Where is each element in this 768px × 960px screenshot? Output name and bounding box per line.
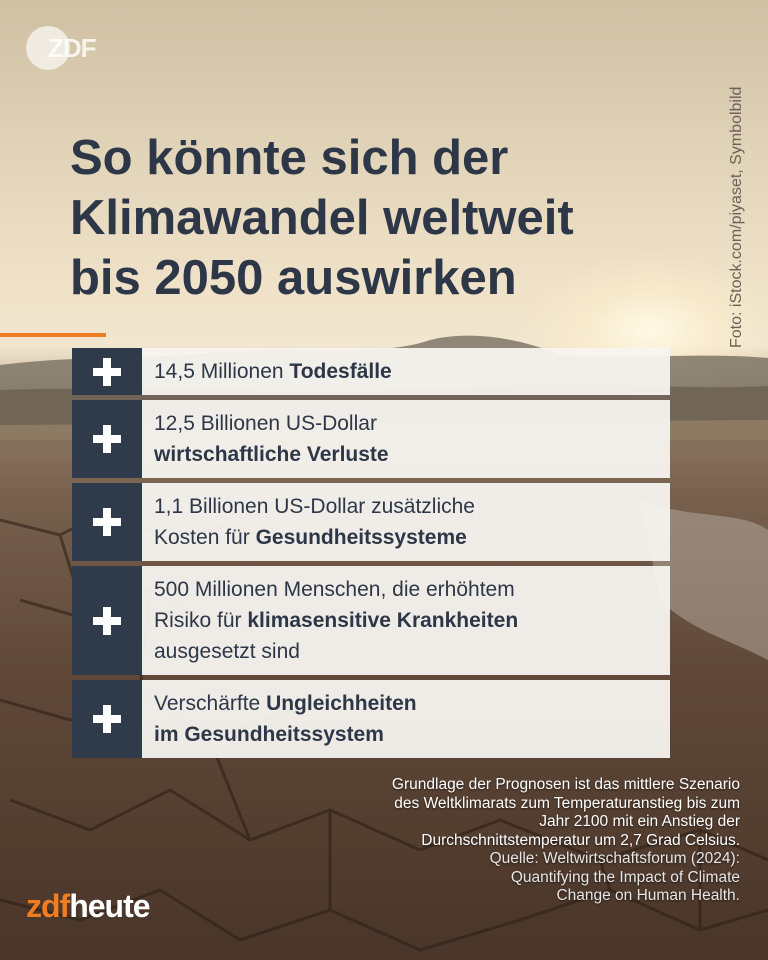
zdfheute-logo: zdfheute [26,888,151,925]
footnote-line: des Weltklimarats zum Temperaturanstieg … [394,794,740,812]
impact-item-text: 500 Millionen Menschen, die erhöhtem Risi… [142,566,528,675]
impact-item-text: 14,5 Millionen Todesfälle [142,348,402,395]
impact-item-line: 1,1 Billionen US-Dollar zusätzliche [154,491,475,522]
impact-item-bold-text: Ungleichheiten [266,692,417,715]
photo-credit: Foto: iStock.com/piyaset, Symbolbild [726,28,746,348]
impact-item-line: wirtschaftliche Verluste [154,439,389,470]
plus-icon [93,606,121,635]
impact-item-bold-text: wirtschaftliche Verluste [154,443,389,466]
impact-item-bold-text: im Gesundheitssystem [154,723,384,746]
impact-item-line: 14,5 Millionen Todesfälle [154,356,392,387]
impact-item-line: 12,5 Billionen US-Dollar [154,408,389,439]
footnote-source-line: Quelle: Weltwirtschaftsforum (2024): [489,850,740,867]
impact-item-line: im Gesundheitssystem [154,719,417,750]
impact-list: 14,5 Millionen Todesfälle 12,5 Billionen … [72,348,670,763]
footnote-line: Durchschnittstemperatur um 2,7 Grad Cels… [421,831,740,849]
plus-icon [93,357,121,386]
impact-item: 12,5 Billionen US-Dollar wirtschaftliche … [72,400,670,478]
impact-item-bold-text: klimasensitive Krankheiten [247,609,519,632]
impact-item-text: 1,1 Billionen US-Dollar zusätzliche Koste… [142,483,485,561]
impact-item-text: Verschärfte Ungleichheiten im Gesundheits… [142,680,427,758]
title-line-2: Klimawandel weltweit [70,191,574,245]
impact-item-plain-text: ausgesetzt sind [154,640,300,663]
orange-accent-rule [0,333,106,337]
impact-item-line: 500 Millionen Menschen, die erhöhtem [154,574,518,605]
photo-credit-text: Foto: iStock.com/piyaset, Symbolbild [728,86,745,348]
zdf-corner-logo-text: ZDF [48,33,97,63]
impact-item-plain-text: Kosten für [154,526,256,549]
impact-item: Verschärfte Ungleichheiten im Gesundheits… [72,680,670,758]
impact-item-plain-text: 14,5 Millionen [154,360,290,383]
title-line-1: So könnte sich der [70,131,509,185]
impact-item-plain-text: 500 Millionen Menschen, die erhöhtem [154,578,515,601]
impact-item-bold-text: Todesfälle [289,360,392,383]
footnote-source-line: Quantifying the Impact of Climate [510,868,740,886]
impact-item-line: Verschärfte Ungleichheiten [154,688,417,719]
plus-icon-box [72,566,142,675]
impact-item-text: 12,5 Billionen US-Dollar wirtschaftliche … [142,400,399,478]
footnote-source: Quelle: Weltwirtschaftsforum (2024): Quan… [300,850,740,906]
footnote-text: Grundlage der Prognosen ist das mittlere… [300,776,740,850]
impact-item-plain-text: 12,5 Billionen US-Dollar [154,412,377,435]
plus-icon-box [72,680,142,758]
impact-item-plain-text: Risiko für [154,609,248,632]
logo-zdf: zdf [26,888,70,924]
footnote: Grundlage der Prognosen ist das mittlere… [300,776,740,906]
plus-icon-box [72,400,142,478]
logo-heute: heute [69,888,150,924]
impact-item-line: Risiko für klimasensitive Krankheiten [154,605,518,636]
impact-item-bold-text: Gesundheitssysteme [255,526,467,549]
impact-item-line: ausgesetzt sind [154,636,518,667]
footnote-line: Grundlage der Prognosen ist das mittlere… [391,776,740,793]
impact-item: 14,5 Millionen Todesfälle [72,348,670,395]
impact-item: 500 Millionen Menschen, die erhöhtem Risi… [72,566,670,675]
impact-item-plain-text: Verschärfte [154,692,267,715]
footnote-source-line: Change on Human Health. [556,887,740,904]
impact-item-plain-text: 1,1 Billionen US-Dollar zusätzliche [154,495,475,518]
plus-icon [93,425,121,453]
footnote-line: Jahr 2100 mit ein Anstieg der [539,813,740,830]
plus-icon [93,508,121,536]
plus-icon-box [72,483,142,561]
page-title: So könnte sich der Klimawandel weltweit … [70,128,690,308]
plus-icon [93,705,121,733]
title-line-3: bis 2050 auswirken [70,251,517,305]
impact-item-line: Kosten für Gesundheitssysteme [154,522,475,553]
zdf-corner-logo [26,26,70,70]
plus-icon-box [72,348,142,395]
impact-item: 1,1 Billionen US-Dollar zusätzliche Koste… [72,483,670,561]
